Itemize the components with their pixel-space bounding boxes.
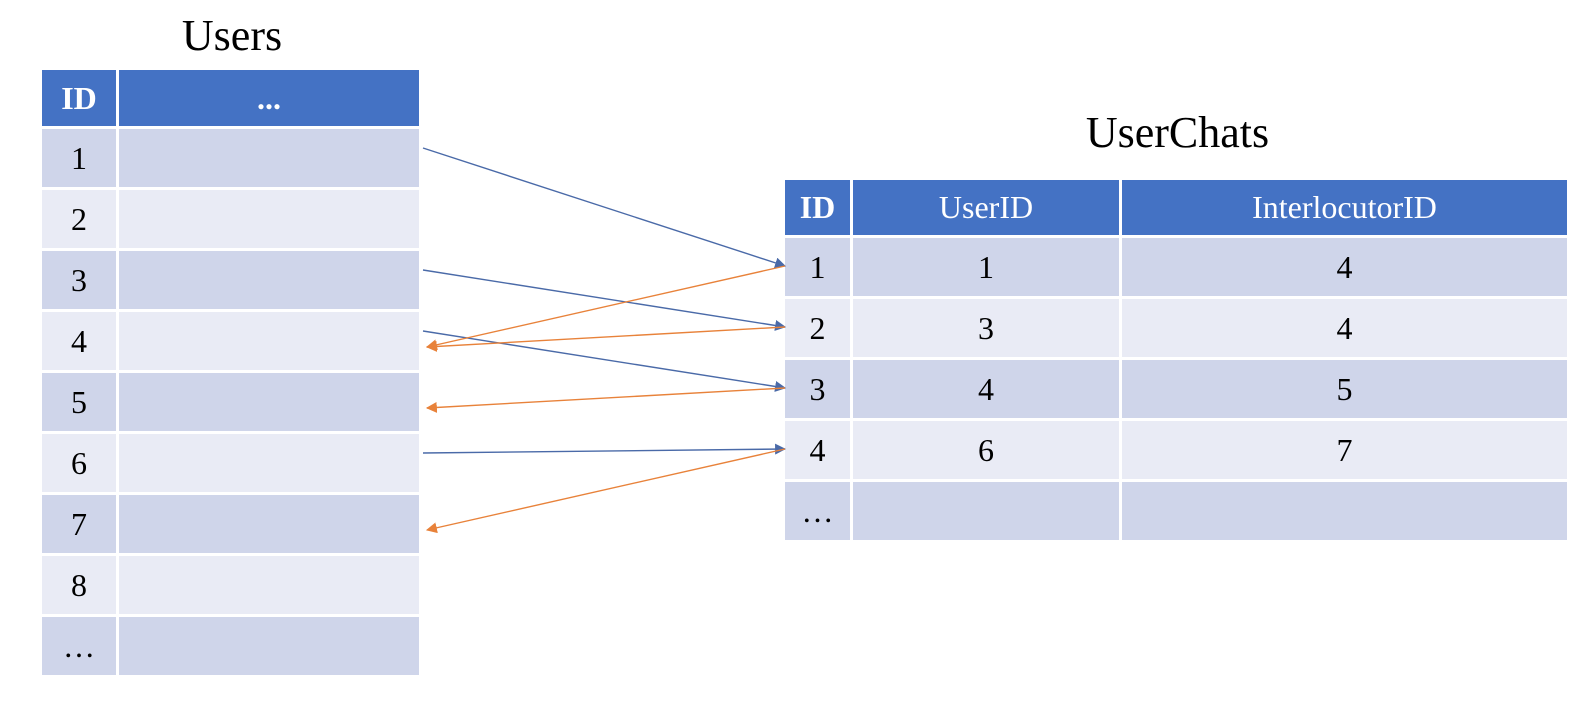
userchats-row-2-userid: 3 xyxy=(853,299,1119,357)
userchats-row-2-id: 2 xyxy=(785,299,850,357)
users-table: ID ... 1 2 3 4 5 6 7 8 … xyxy=(42,70,419,675)
users-row-2-id: 2 xyxy=(42,190,116,248)
userchats-row-1-interlocutorid: 4 xyxy=(1122,238,1567,296)
users-row-1-id: 1 xyxy=(42,129,116,187)
users-row-more-id: … xyxy=(42,617,116,675)
userchats-header-id: ID xyxy=(785,180,850,235)
arrow-chat-2-to-user-4 xyxy=(425,326,786,352)
users-row-5-id: 5 xyxy=(42,373,116,431)
arrow-chat-3-to-user-5 xyxy=(425,387,786,413)
arrow-user-4-to-chat-3 xyxy=(422,330,787,392)
users-row-more-data xyxy=(119,617,419,675)
userchats-row-4-userid: 6 xyxy=(853,421,1119,479)
userchats-row-3-interlocutorid: 5 xyxy=(1122,360,1567,418)
users-row-7-data xyxy=(119,495,419,553)
userchats-table-title: UserChats xyxy=(1085,108,1270,157)
users-row-8-id: 8 xyxy=(42,556,116,614)
userchats-header-userid: UserID xyxy=(853,180,1119,235)
users-header-id: ID xyxy=(42,70,116,126)
userchats-row-more-id: … xyxy=(785,482,850,540)
arrow-chat-1-to-user-4 xyxy=(425,265,786,351)
userchats-row-4-interlocutorid: 7 xyxy=(1122,421,1567,479)
users-row-5-data xyxy=(119,373,419,431)
users-row-2-data xyxy=(119,190,419,248)
users-row-1-data xyxy=(119,129,419,187)
userchats-row-4-id: 4 xyxy=(785,421,850,479)
users-header-ellipsis: ... xyxy=(119,70,419,126)
users-row-8-data xyxy=(119,556,419,614)
userchats-row-2-interlocutorid: 4 xyxy=(1122,299,1567,357)
userchats-row-1-id: 1 xyxy=(785,238,850,296)
users-row-3-data xyxy=(119,251,419,309)
userchats-row-more-userid xyxy=(853,482,1119,540)
arrow-user-6-to-chat-4 xyxy=(422,443,787,455)
userchats-row-more-interlocutorid xyxy=(1122,482,1567,540)
users-table-title: Users xyxy=(181,11,283,60)
users-row-3-id: 3 xyxy=(42,251,116,309)
userchats-row-3-userid: 4 xyxy=(853,360,1119,418)
arrow-chat-4-to-user-7 xyxy=(425,448,786,534)
userchats-header-interlocutorid: InterlocutorID xyxy=(1122,180,1567,235)
arrow-user-3-to-chat-2 xyxy=(422,269,787,331)
userchats-table: ID UserID InterlocutorID 1 1 4 2 3 4 3 4… xyxy=(785,180,1567,540)
userchats-row-3-id: 3 xyxy=(785,360,850,418)
users-row-6-id: 6 xyxy=(42,434,116,492)
users-row-7-id: 7 xyxy=(42,495,116,553)
arrow-user-1-to-chat-1 xyxy=(422,147,787,269)
users-row-4-data xyxy=(119,312,419,370)
users-row-4-id: 4 xyxy=(42,312,116,370)
users-row-6-data xyxy=(119,434,419,492)
userchats-row-1-userid: 1 xyxy=(853,238,1119,296)
